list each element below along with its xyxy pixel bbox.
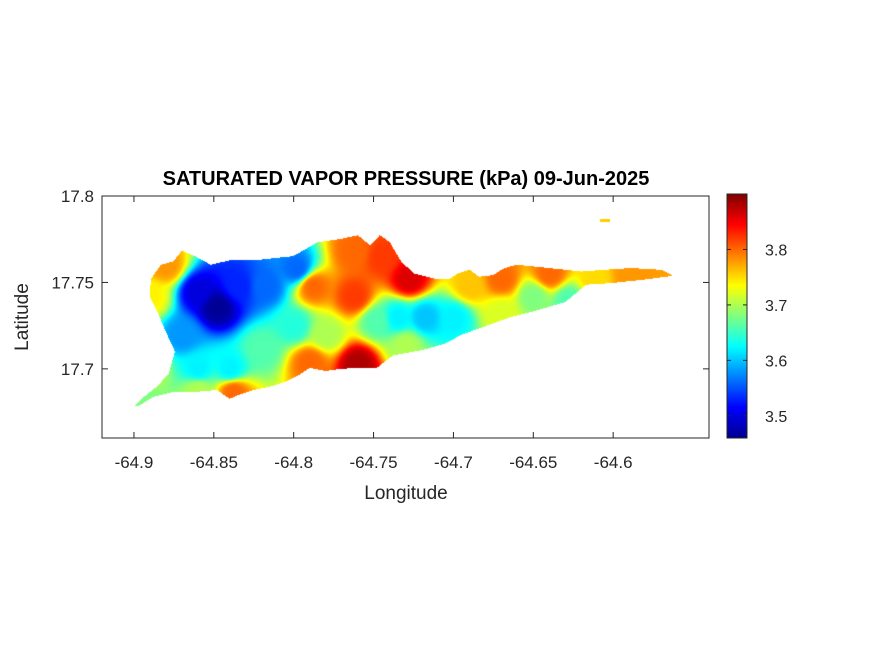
- y-tick-label: 17.8: [61, 187, 94, 206]
- x-tick-label: -64.7: [434, 453, 473, 472]
- y-tick-label: 17.75: [51, 273, 94, 292]
- x-tick-label: -64.9: [115, 453, 154, 472]
- colorbar-ticks: 3.5 3.6 3.7 3.8: [727, 242, 787, 426]
- chart-title: SATURATED VAPOR PRESSURE (kPa) 09-Jun-20…: [163, 168, 650, 190]
- x-axis-ticks: -64.9 -64.85 -64.8 -64.75 -64.7 -64.65 -64.6: [115, 196, 633, 472]
- x-tick-label: -64.75: [349, 453, 397, 472]
- axes-frame: [101, 195, 710, 439]
- x-tick-label: -64.8: [274, 453, 313, 472]
- y-axis-ticks: 17.7 17.75 17.8: [51, 187, 709, 379]
- x-tick-label: -64.85: [190, 453, 238, 472]
- colorbar-tick-label: 3.8: [765, 242, 787, 259]
- colorbar: [726, 193, 748, 439]
- colorbar-tick-label: 3.6: [765, 353, 787, 370]
- colorbar-tick-label: 3.7: [765, 298, 787, 315]
- y-tick-label: 17.7: [61, 360, 94, 379]
- heatmap-image: [102, 196, 709, 438]
- x-tick-label: -64.6: [594, 453, 633, 472]
- y-axis-label: Latitude: [12, 283, 33, 351]
- x-tick-label: -64.65: [509, 453, 557, 472]
- heatmap-field: [102, 196, 709, 438]
- x-axis-label: Longitude: [364, 483, 447, 504]
- colorbar-tick-label: 3.5: [765, 409, 787, 426]
